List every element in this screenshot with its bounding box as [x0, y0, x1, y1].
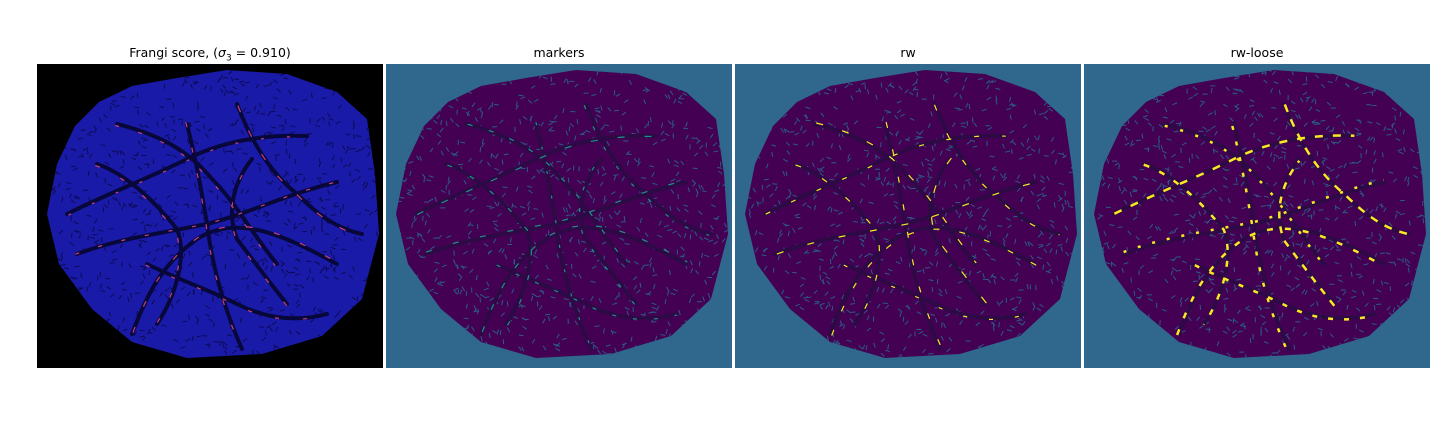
- vessel-highlight: [425, 179, 687, 253]
- vessel-highlight: [68, 136, 309, 216]
- vessel-highlight: [795, 164, 881, 326]
- vessel: [579, 157, 638, 306]
- vessel-highlight: [467, 123, 629, 265]
- image-panel-frangi: [37, 64, 383, 368]
- rw-loose-image: [1084, 64, 1430, 368]
- vessel-highlight: [843, 264, 1024, 320]
- tissue-region: [1094, 70, 1426, 358]
- vessel: [928, 157, 987, 306]
- vessel: [479, 225, 688, 336]
- vessel-highlight: [535, 122, 592, 348]
- vessel: [494, 262, 678, 321]
- image-panel-rw: [735, 64, 1081, 368]
- vessel: [115, 122, 279, 266]
- panel-title-markers: markers: [533, 45, 585, 60]
- vessel: [65, 133, 309, 216]
- vessel-highlight: [1143, 163, 1229, 326]
- vessel-highlight: [95, 164, 180, 326]
- vessel-highlight: [145, 264, 326, 320]
- frangi-image: [37, 64, 383, 368]
- tissue-region: [47, 70, 379, 358]
- vessel-highlight: [1113, 134, 1355, 215]
- panel-title-rw-loose: rw-loose: [1230, 45, 1284, 60]
- vessel-highlight: [1283, 103, 1411, 236]
- vessel-highlight: [933, 104, 1060, 236]
- vessel: [414, 133, 658, 216]
- vessel: [763, 133, 1007, 216]
- vessel: [95, 162, 183, 326]
- vessel-highlight: [481, 225, 688, 333]
- vessel: [145, 262, 329, 321]
- vessel: [584, 102, 713, 236]
- vessel: [130, 225, 339, 336]
- vessel-highlight: [1123, 178, 1384, 254]
- vessel-highlight: [447, 164, 532, 326]
- vessel-highlight: [583, 104, 710, 236]
- vessel: [843, 262, 1027, 321]
- vessel: [828, 225, 1037, 336]
- vessel-highlight: [816, 122, 977, 264]
- vessel-highlight: [776, 181, 1038, 255]
- tissue-region: [396, 70, 728, 358]
- tissue-region: [745, 70, 1077, 358]
- vessel: [1177, 225, 1386, 336]
- vessel-highlight: [1194, 263, 1376, 321]
- panel-title-frangi: Frangi score, (σ3 = 0.910): [129, 45, 291, 64]
- vessel: [1162, 122, 1326, 266]
- vessel-highlight: [1278, 160, 1336, 307]
- vessel: [813, 122, 977, 266]
- image-panel-markers: [386, 64, 732, 368]
- vessel-highlight: [1175, 227, 1383, 336]
- vessel: [230, 157, 289, 306]
- rw-image: [735, 64, 1081, 368]
- panel-title-rw: rw: [900, 45, 916, 60]
- markers-image: [386, 64, 732, 368]
- vessel-highlight: [237, 105, 364, 237]
- image-panel-rw-loose: [1084, 64, 1430, 368]
- vessel-highlight: [132, 225, 339, 333]
- vessel: [793, 162, 881, 326]
- vessel: [464, 122, 628, 266]
